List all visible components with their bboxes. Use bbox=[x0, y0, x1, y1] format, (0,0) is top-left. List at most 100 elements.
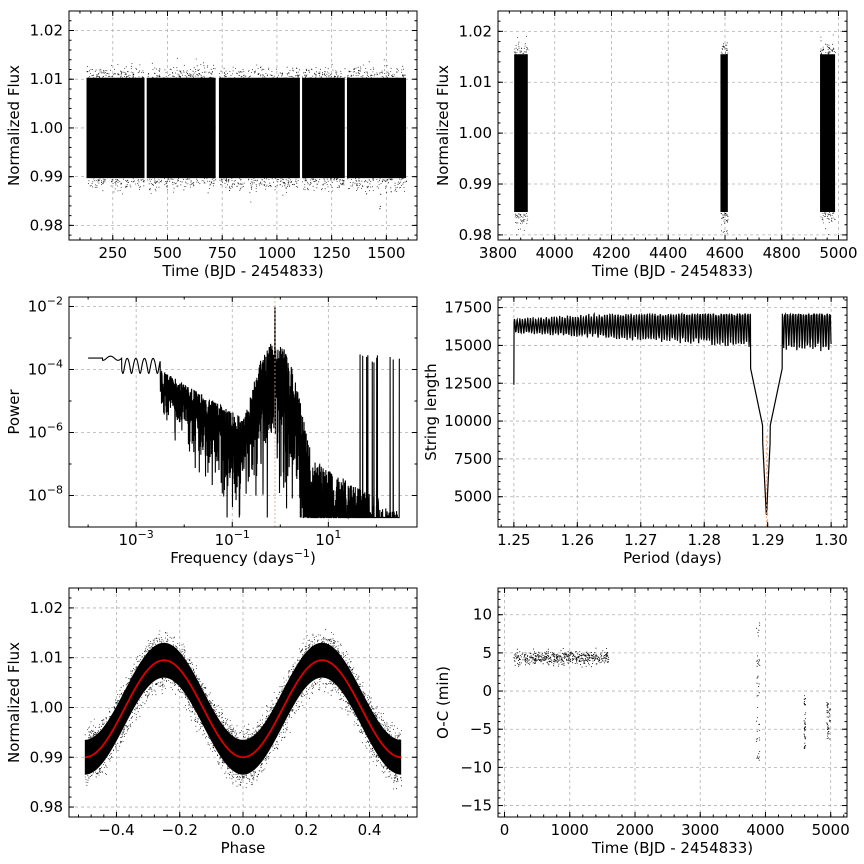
p1-data-segment bbox=[218, 64, 300, 203]
p3-xtick-exp: −3 bbox=[138, 528, 154, 541]
p3-xtick-exp: 1 bbox=[334, 528, 341, 541]
p4-ytick-label: 7500 bbox=[454, 450, 492, 468]
p4-ytick-label: 10000 bbox=[444, 412, 492, 430]
p1-xtick-label: 750 bbox=[208, 244, 237, 262]
p1-data-dips bbox=[366, 186, 392, 210]
p2-frame: 3800 4000 4200 4400 4600 4800 5000 0.98 0.99 1.00… bbox=[434, 10, 858, 280]
p4-xtick-label: 1.29 bbox=[751, 531, 784, 549]
p2-data-outliers bbox=[514, 35, 529, 236]
p6-ytick-label: −15 bbox=[460, 797, 492, 815]
p6-ytick-label: −5 bbox=[470, 720, 492, 738]
p4-xtick-label: 1.27 bbox=[624, 531, 657, 549]
p1-data-segment bbox=[346, 59, 407, 195]
p6-ytick-label: 5 bbox=[482, 644, 492, 662]
p1-data-band bbox=[346, 77, 407, 179]
p5-ytick-label: 0.99 bbox=[30, 748, 63, 766]
p5-xtick-label: −0.4 bbox=[98, 821, 134, 839]
p2-ylabel: Normalized Flux bbox=[434, 65, 452, 186]
p4-xtick-label: 1.25 bbox=[497, 531, 530, 549]
p5-ytick-label: 1.01 bbox=[30, 649, 63, 667]
p5-xtick-label: 0.4 bbox=[358, 821, 382, 839]
p3-power-curve bbox=[88, 307, 400, 520]
p4-ylabel: String length bbox=[422, 363, 440, 460]
p1-frame: 250 500 750 1000 1250 1500 0.98 0.99 1.00 1.01 1.0… bbox=[5, 10, 418, 280]
p4-ytick-label: 15000 bbox=[444, 336, 492, 354]
p2-xtick-label: 4600 bbox=[706, 244, 744, 262]
p2-ytick-label: 1.01 bbox=[459, 73, 492, 91]
p1-data-segment bbox=[302, 64, 346, 192]
p1-xtick-label: 1250 bbox=[313, 244, 351, 262]
p2-xtick-label: 4800 bbox=[763, 244, 801, 262]
p4-xtick-label: 1.28 bbox=[688, 531, 721, 549]
p1-ytick-label: 0.99 bbox=[30, 168, 63, 186]
p1-data-segment bbox=[146, 57, 217, 194]
p4-xtick-label: 1.26 bbox=[561, 531, 594, 549]
p1-data-band bbox=[86, 77, 145, 179]
p3-xtick-label: 101 bbox=[315, 528, 341, 549]
p4-string-length-curve bbox=[513, 311, 832, 515]
p2-ytick-label: 0.99 bbox=[459, 175, 492, 193]
p5-xtick-label: 0.0 bbox=[231, 821, 255, 839]
p3-ytick-exp: −6 bbox=[47, 420, 63, 433]
p2-data-segment bbox=[514, 35, 529, 236]
p3-xlabel-text: Frequency (days bbox=[170, 549, 294, 567]
p3-xtick-label: 10−3 bbox=[119, 528, 154, 549]
p4-xtick-label: 1.30 bbox=[814, 531, 847, 549]
p4-ytick-label: 12500 bbox=[444, 374, 492, 392]
p3-spine bbox=[68, 296, 418, 528]
p3-ytick-label: 10−8 bbox=[28, 483, 63, 504]
p2-data-segment bbox=[820, 34, 836, 235]
p2-plot-area bbox=[514, 34, 836, 236]
p6-xtick-label: 3000 bbox=[681, 821, 719, 839]
p2-xtick-label: 3800 bbox=[479, 244, 517, 262]
p3-plot-area bbox=[88, 297, 400, 527]
p1-ytick-label: 1.02 bbox=[30, 21, 63, 39]
p3-ytick-label: 10−4 bbox=[28, 357, 63, 378]
p2-spine bbox=[497, 10, 848, 241]
p2-xtick-label: 4400 bbox=[649, 244, 687, 262]
p3-ytick-label: 10−2 bbox=[28, 294, 63, 315]
p5-xtick-label: 0.2 bbox=[294, 821, 318, 839]
p3-xtick-exp: −1 bbox=[234, 528, 250, 541]
p1-plot-area bbox=[86, 57, 407, 210]
p3-ytick-exp: −2 bbox=[47, 294, 63, 307]
p3-ytick-exp: −4 bbox=[47, 357, 63, 370]
p1-xtick-label: 1500 bbox=[367, 244, 405, 262]
p1-xlabel: Time (BJD - 2454833) bbox=[161, 262, 323, 280]
p2-data-band bbox=[514, 54, 528, 213]
p5-model-curve bbox=[84, 659, 402, 759]
p6-oc-points bbox=[513, 622, 831, 761]
p2-data-band bbox=[820, 54, 836, 213]
p5-phase-scatter bbox=[84, 642, 402, 775]
p1-xtick-label: 500 bbox=[153, 244, 182, 262]
p6-ytick-label: 0 bbox=[482, 682, 492, 700]
p6-ytick-label: −10 bbox=[460, 758, 492, 776]
p5-ylabel: Normalized Flux bbox=[5, 642, 23, 763]
p6-ylabel: O-C (min) bbox=[434, 666, 452, 739]
p1-ytick-label: 1.00 bbox=[30, 119, 63, 137]
p1-xtick-label: 250 bbox=[98, 244, 127, 262]
p1-spine bbox=[68, 10, 418, 241]
p2-data-segment bbox=[720, 42, 729, 234]
p5-xtick-label: −0.2 bbox=[162, 821, 198, 839]
p6-xtick-label: 5000 bbox=[812, 821, 850, 839]
p3-ytick-exp: −8 bbox=[47, 483, 63, 496]
p5-ytick-label: 1.00 bbox=[30, 698, 63, 716]
p5-plot-area bbox=[84, 629, 402, 790]
p3-xlabel-sup: −1 bbox=[294, 547, 310, 560]
p2-xtick-label: 4200 bbox=[592, 244, 630, 262]
p6-xtick-label: 0 bbox=[500, 821, 510, 839]
p3-ytick-label: 10−6 bbox=[28, 420, 63, 441]
p4-xlabel: Period (days) bbox=[623, 549, 722, 567]
p5-xlabel: Phase bbox=[221, 839, 266, 857]
p3-xtick-label: 10−1 bbox=[215, 528, 250, 549]
p3-xlabel: Frequency (days−1) bbox=[170, 547, 316, 567]
p1-data-band bbox=[218, 77, 300, 179]
p3-ylabel: Power bbox=[5, 388, 23, 434]
p6-xtick-label: 1000 bbox=[551, 821, 589, 839]
p1-data-band bbox=[146, 77, 216, 179]
p4-ytick-label: 5000 bbox=[454, 488, 492, 506]
p1-ytick-label: 1.01 bbox=[30, 70, 63, 88]
p4-spine bbox=[497, 296, 848, 528]
p2-ytick-label: 1.02 bbox=[459, 22, 492, 40]
